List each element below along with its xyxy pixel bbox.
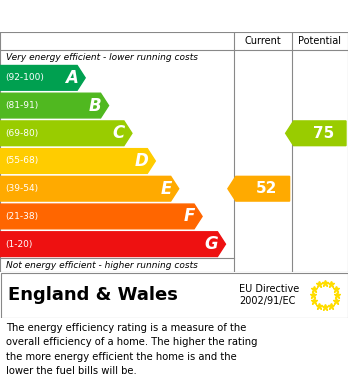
Text: (1-20): (1-20): [5, 240, 32, 249]
Polygon shape: [0, 232, 226, 256]
Text: (21-38): (21-38): [5, 212, 38, 221]
Text: 75: 75: [313, 126, 334, 141]
Text: (55-68): (55-68): [5, 156, 38, 165]
Text: England & Wales: England & Wales: [8, 286, 178, 304]
Text: Potential: Potential: [298, 36, 341, 46]
Text: C: C: [113, 124, 125, 142]
Text: 52: 52: [256, 181, 277, 196]
Text: The energy efficiency rating is a measure of the
overall efficiency of a home. T: The energy efficiency rating is a measur…: [6, 323, 258, 376]
Text: D: D: [135, 152, 148, 170]
Text: (81-91): (81-91): [5, 101, 38, 110]
Text: EU Directive
2002/91/EC: EU Directive 2002/91/EC: [239, 284, 299, 306]
Text: (39-54): (39-54): [5, 184, 38, 193]
Text: Not energy efficient - higher running costs: Not energy efficient - higher running co…: [6, 260, 198, 269]
Polygon shape: [0, 149, 155, 173]
Polygon shape: [0, 121, 132, 145]
Polygon shape: [0, 66, 85, 90]
Polygon shape: [0, 204, 202, 229]
Text: Energy Efficiency Rating: Energy Efficiency Rating: [8, 7, 237, 25]
Text: Current: Current: [244, 36, 281, 46]
Polygon shape: [0, 176, 179, 201]
Text: G: G: [205, 235, 219, 253]
Polygon shape: [0, 93, 109, 118]
Text: E: E: [160, 180, 172, 198]
Text: (69-80): (69-80): [5, 129, 38, 138]
Polygon shape: [286, 121, 346, 145]
Text: Very energy efficient - lower running costs: Very energy efficient - lower running co…: [6, 52, 198, 61]
Polygon shape: [228, 176, 290, 201]
Text: F: F: [184, 208, 195, 226]
Text: B: B: [89, 97, 102, 115]
Text: (92-100): (92-100): [5, 74, 44, 83]
Text: A: A: [65, 69, 78, 87]
